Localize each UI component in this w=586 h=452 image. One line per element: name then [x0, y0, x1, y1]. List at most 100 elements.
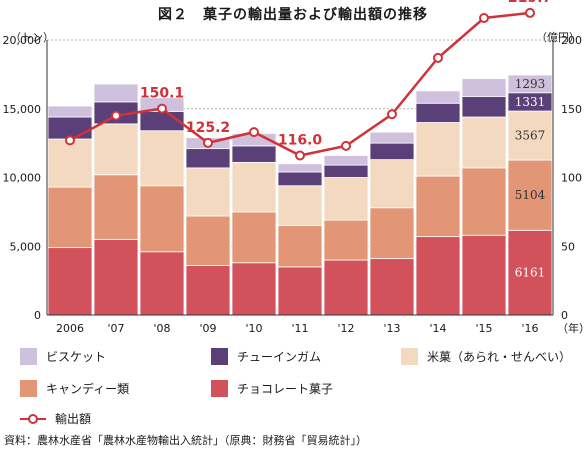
source-note: 資料：農林水産省「農林水産物輸出入統計」（原典：財務省「貿易統計」） — [4, 434, 367, 447]
bar-segment-2006-1 — [47, 186, 93, 249]
x-tick-label: '16 — [521, 322, 538, 335]
bar-segment-10-2 — [231, 161, 277, 213]
bar-segment-15-1 — [461, 167, 507, 236]
bar-segment-09-2 — [185, 167, 231, 217]
legend-swatch-chewing-gum — [211, 348, 228, 365]
export-value-point-12 — [341, 140, 351, 151]
legend-label-biscuit: ビスケット — [46, 350, 107, 364]
bar-segment-09-1 — [185, 215, 231, 266]
legend-line-export-value — [20, 412, 46, 426]
bar-segment-10-0 — [231, 262, 277, 316]
x-tick-label: '14 — [429, 322, 446, 335]
bar-segment-15-2 — [461, 116, 507, 169]
bar-segment-2006-4 — [47, 105, 93, 118]
legend-label-chocolate: チョコレート菓子 — [237, 382, 334, 396]
bar-segment-12-0 — [323, 259, 369, 316]
export-value-label: 150.1 — [140, 86, 184, 102]
bar-segment-11-0 — [277, 266, 323, 316]
export-value-point-15 — [479, 13, 489, 23]
y-left-tick-label: 15,000 — [3, 103, 42, 116]
legend-swatch-rice-cracker — [401, 348, 418, 365]
segment-value-label: 6161 — [515, 266, 546, 280]
bar-segment-16-1 — [507, 159, 553, 231]
legend-label-chewing-gum: チューインガム — [237, 350, 322, 364]
legend-label-export-value: 輸出額 — [55, 412, 92, 426]
x-tick-label: '13 — [383, 322, 400, 335]
bar-segment-13-3 — [369, 142, 415, 161]
export-value-label: 116.0 — [278, 133, 323, 149]
x-tick-label: '08 — [153, 322, 170, 335]
bar-segment-10-1 — [231, 211, 277, 264]
bar-segment-11-4 — [277, 163, 323, 173]
x-tick-label: '10 — [245, 322, 262, 335]
export-value-point-09 — [203, 137, 213, 148]
export-value-point-14 — [433, 52, 443, 63]
export-value-point-08 — [157, 103, 167, 114]
bar-segment-2006-0 — [47, 247, 93, 316]
bar-segment-07-1 — [93, 174, 139, 240]
bar-segment-15-3 — [461, 95, 507, 118]
y-right-tick-label: 100 — [561, 172, 582, 185]
segment-value-label: 1293 — [515, 77, 546, 91]
bar-segment-14-0 — [415, 236, 461, 316]
bar-segment-15-4 — [461, 78, 507, 97]
chart-title: 図２ 菓子の輸出量および輸出額の推移 — [158, 7, 428, 23]
bar-segment-07-4 — [93, 83, 139, 103]
bar-segment-12-4 — [323, 155, 369, 166]
legend-swatch-biscuit — [20, 348, 37, 365]
bar-segment-11-2 — [277, 185, 323, 227]
bar-segment-08-2 — [139, 130, 185, 187]
bar-segment-07-0 — [93, 238, 139, 316]
bar-segment-10-3 — [231, 145, 277, 163]
y-left-tick-label: 0 — [34, 309, 41, 322]
bar-segment-16-4 — [507, 74, 553, 94]
segment-value-label: 5104 — [515, 188, 546, 202]
bar-segment-11-3 — [277, 171, 323, 187]
y-right-tick-label: 200 — [561, 34, 582, 47]
y-right-tick-label: 0 — [561, 309, 568, 322]
export-value-point-13 — [387, 109, 397, 120]
bar-segment-07-2 — [93, 123, 139, 176]
legend-item-chewing-gum: チューインガム — [211, 348, 321, 365]
y-right-tick-label: 50 — [561, 240, 575, 253]
bar-segment-15-0 — [461, 234, 507, 316]
x-tick-label: '15 — [475, 322, 492, 335]
bar-segment-16-0 — [507, 229, 553, 316]
export-value-point-10 — [249, 127, 259, 138]
legend-item-chocolate: チョコレート菓子 — [211, 380, 333, 397]
bar-segment-08-0 — [139, 251, 185, 316]
bar-segment-14-1 — [415, 175, 461, 238]
export-value-point-2006 — [65, 135, 75, 146]
bar-segment-13-4 — [369, 131, 415, 144]
y-left-tick-label: 20,000 — [3, 34, 42, 47]
bar-segment-12-3 — [323, 164, 369, 178]
bar-segment-16-2 — [507, 110, 553, 161]
bar-segment-12-1 — [323, 219, 369, 261]
bar-segment-14-2 — [415, 122, 461, 177]
x-tick-label: '07 — [107, 322, 124, 335]
export-value-label: 125.2 — [186, 120, 230, 136]
legend-item-export-value: 輸出額 — [20, 410, 91, 427]
y-right-unit-label: （億円） — [536, 31, 580, 44]
y-right-tick-label: 150 — [561, 103, 582, 116]
y-left-tick-label: 5,000 — [10, 240, 42, 253]
legend-item-candy: キャンディー類 — [20, 380, 129, 397]
bar-segment-14-3 — [415, 102, 461, 123]
legend-item-rice-cracker: 米菓（あられ・せんべい） — [401, 348, 571, 365]
x-tick-label: 2006 — [56, 322, 84, 335]
bar-segment-11-1 — [277, 225, 323, 268]
bar-segment-13-1 — [369, 207, 415, 260]
legend-swatch-candy — [20, 380, 37, 397]
x-tick-label: '09 — [199, 322, 216, 335]
export-value-point-11 — [295, 150, 305, 161]
segment-value-label: 1331 — [515, 95, 546, 109]
legend-label-candy: キャンディー類 — [46, 382, 130, 396]
x-unit-label: （年） — [557, 321, 586, 335]
legend-swatch-chocolate — [211, 380, 228, 397]
export-value-point-07 — [111, 110, 121, 121]
bar-segment-08-1 — [139, 185, 185, 253]
bar-segment-09-3 — [185, 148, 231, 169]
segment-value-label: 3567 — [515, 129, 546, 143]
y-left-unit-label: （トン） — [10, 31, 54, 44]
x-tick-label: '11 — [291, 322, 308, 335]
